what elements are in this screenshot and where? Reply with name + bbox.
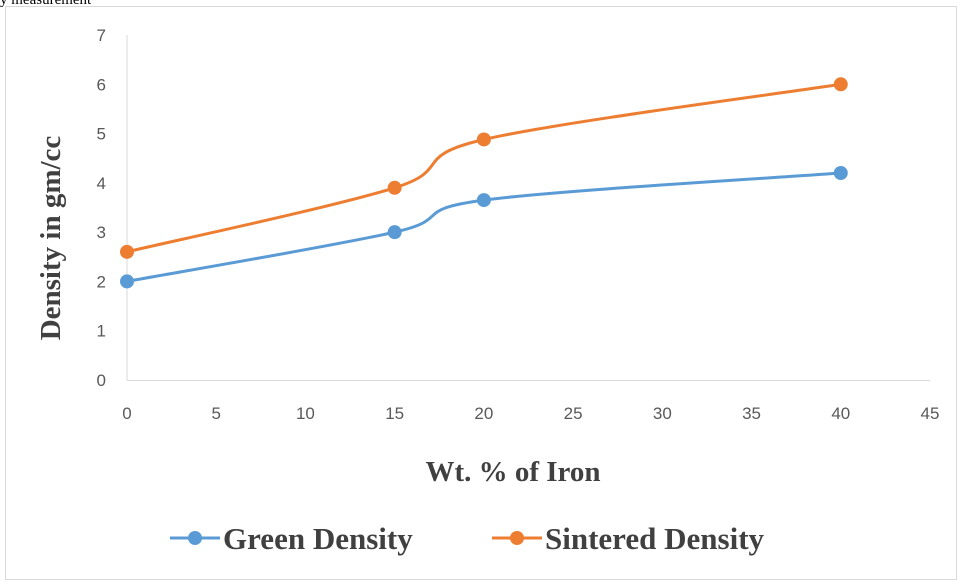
legend-marker-green-density xyxy=(188,531,202,545)
legend-label-green-density: Green Density xyxy=(223,521,413,556)
y-tick-label: 0 xyxy=(97,371,106,390)
data-point-green-density xyxy=(833,166,848,180)
data-point-green-density xyxy=(120,274,134,289)
data-point-green-density xyxy=(387,225,402,240)
y-axis-title: Density in gm/cc xyxy=(35,136,67,341)
data-point-sintered-density xyxy=(476,132,491,147)
x-tick-label: 0 xyxy=(122,404,131,423)
data-point-sintered-density xyxy=(833,77,848,92)
data-point-green-density xyxy=(476,193,491,208)
y-tick-label: 3 xyxy=(97,223,106,242)
x-axis-title: Wt. % of Iron xyxy=(425,456,600,488)
y-tick-label: 2 xyxy=(97,272,106,291)
x-tick-label: 35 xyxy=(742,404,761,423)
chart-border xyxy=(5,6,957,580)
header-fragment: y measurement xyxy=(0,0,92,8)
series-line-sintered-density xyxy=(125,82,843,254)
legend-label-sintered-density: Sintered Density xyxy=(545,521,765,556)
x-tick-label: 5 xyxy=(211,404,220,423)
y-tick-label: 5 xyxy=(97,125,106,144)
x-tick-label: 30 xyxy=(653,404,672,423)
x-tick-label: 25 xyxy=(564,404,583,423)
x-tick-label: 10 xyxy=(296,404,315,423)
series-line-green-density xyxy=(125,171,843,283)
legend: Green Density Sintered Density xyxy=(170,521,765,556)
x-tick-label: 20 xyxy=(474,404,493,423)
data-point-sintered-density xyxy=(120,244,134,259)
y-tick-label: 4 xyxy=(97,174,106,193)
y-tick-label: 1 xyxy=(97,322,106,341)
data-point-sintered-density xyxy=(387,180,402,195)
y-tick-label: 7 xyxy=(97,26,106,45)
series-layer xyxy=(120,77,848,289)
y-tick-labels: 0 1 2 3 4 5 6 7 xyxy=(97,26,106,390)
x-tick-labels: 0 5 10 15 20 25 30 35 40 45 xyxy=(122,404,939,423)
x-tick-label: 40 xyxy=(831,404,850,423)
x-tick-label: 15 xyxy=(385,404,404,423)
x-tick-label: 45 xyxy=(921,404,940,423)
y-tick-label: 6 xyxy=(97,75,106,94)
legend-marker-sintered-density xyxy=(510,531,524,545)
